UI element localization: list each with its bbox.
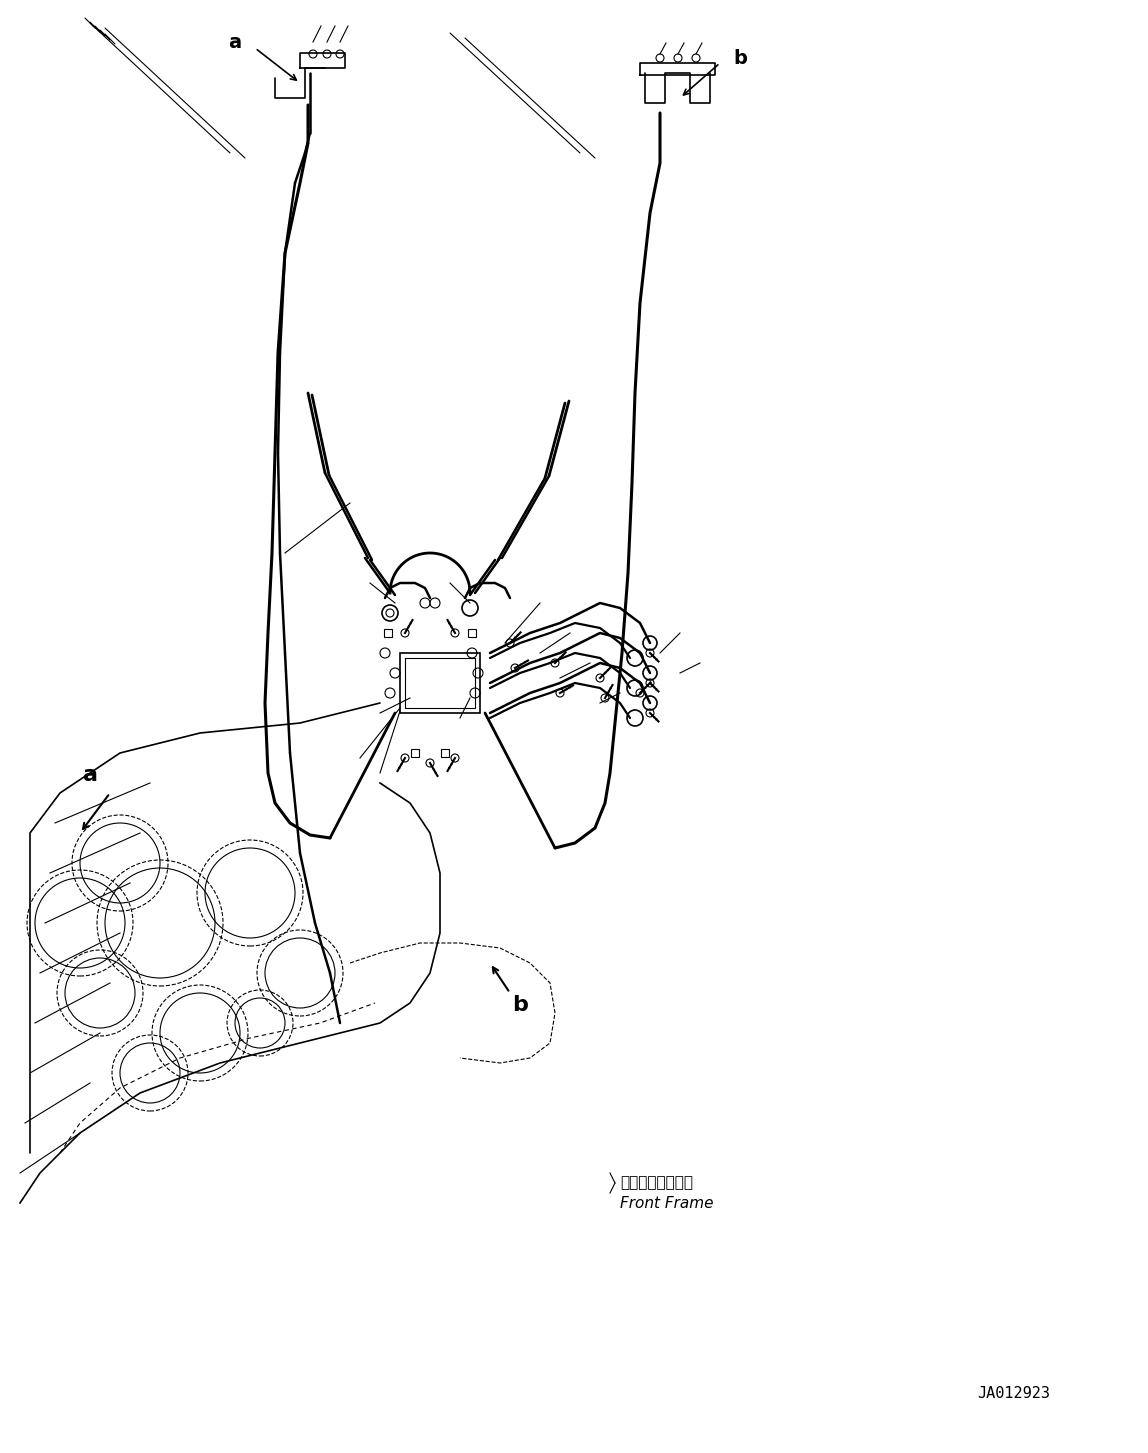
Bar <box>441 748 449 757</box>
Text: a: a <box>83 764 98 785</box>
Bar <box>400 652 480 713</box>
Text: a: a <box>228 33 241 52</box>
Text: Front Frame: Front Frame <box>620 1196 714 1210</box>
Bar <box>383 629 391 636</box>
Text: b: b <box>734 48 747 67</box>
Text: b: b <box>512 995 528 1016</box>
Text: フロントフレーム: フロントフレーム <box>620 1175 693 1190</box>
Bar <box>411 748 419 757</box>
Bar <box>468 629 476 636</box>
Bar <box>405 658 475 708</box>
Text: JA012923: JA012923 <box>977 1386 1050 1401</box>
